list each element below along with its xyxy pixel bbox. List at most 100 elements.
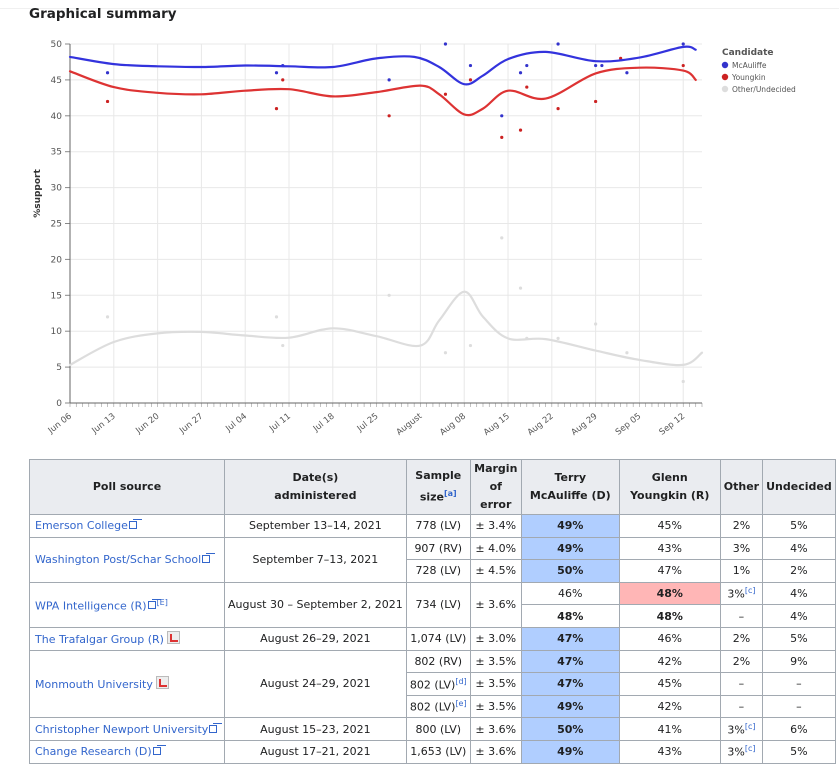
footnote-link[interactable]: [c] bbox=[744, 586, 756, 596]
x-tick-label: Aug 15 bbox=[482, 411, 512, 437]
margin-cell: ± 3.5% bbox=[469, 649, 522, 674]
legend-youngkin-swatch bbox=[721, 73, 729, 81]
header-youngkin: Glenn Youngkin (R) bbox=[618, 459, 721, 515]
youngkin-cell: 43% bbox=[618, 739, 721, 764]
footnote-link[interactable]: [d] bbox=[455, 676, 467, 686]
y-tick-label: 20 bbox=[51, 255, 63, 265]
mcauliffe-data-point bbox=[525, 63, 529, 68]
poll-source-link[interactable]: Emerson College bbox=[35, 519, 128, 533]
poll-source-link[interactable]: Washington Post/Schar School bbox=[35, 553, 202, 567]
other-cell: – bbox=[719, 694, 764, 719]
header-other-label: Other bbox=[723, 480, 760, 493]
header-dates: Date(s) administered bbox=[224, 459, 407, 515]
youngkin-cell: 43% bbox=[618, 536, 721, 561]
external-link-icon bbox=[209, 722, 219, 733]
x-tick-label: Aug 22 bbox=[526, 411, 556, 437]
other-cell: 2% bbox=[719, 649, 764, 674]
header-poll-source: Poll source bbox=[29, 459, 225, 515]
sample-size-cell: 802 (RV) bbox=[405, 649, 471, 674]
x-tick-label: Jun 27 bbox=[177, 411, 205, 436]
header-undecided-label: Undecided bbox=[766, 480, 832, 493]
poll-date-cell: August 24–29, 2021 bbox=[224, 649, 407, 719]
other-undecided-data-point bbox=[594, 322, 598, 326]
other-undecided-data-point bbox=[105, 315, 110, 319]
youngkin-data-point bbox=[468, 78, 473, 82]
undecided-cell: – bbox=[762, 672, 836, 696]
mcauliffe-data-point bbox=[600, 63, 604, 68]
undecided-cell: 6% bbox=[762, 717, 836, 741]
table-row: Emerson College September 13–14, 2021 778 … bbox=[29, 514, 836, 538]
y-tick-label: 5 bbox=[56, 363, 62, 373]
mcauliffe-data-point bbox=[443, 42, 448, 46]
undecided-cell: 2% bbox=[762, 559, 836, 583]
header-sample-line2: size bbox=[419, 490, 444, 504]
footnote-link[interactable]: [c] bbox=[744, 721, 756, 731]
footnote-link[interactable]: [e] bbox=[455, 699, 467, 709]
sample-size-cell: 802 (LV)[e] bbox=[405, 694, 471, 719]
y-tick-label: 25 bbox=[51, 220, 62, 230]
header-sample-size: Sample size[a] bbox=[405, 459, 471, 515]
other-undecided-data-point bbox=[625, 351, 629, 355]
poll-date-cell: August 15–23, 2021 bbox=[224, 717, 407, 741]
other-cell: 2% bbox=[719, 626, 764, 651]
x-tick-label: August bbox=[395, 411, 425, 438]
x-tick-label: Jul 04 bbox=[223, 411, 249, 434]
table-row: Washington Post/Schar School September 7–… bbox=[29, 536, 836, 583]
undecided-cell: 5% bbox=[762, 739, 836, 764]
y-axis-label: %support bbox=[33, 169, 43, 218]
mcauliffe-data-point bbox=[518, 71, 523, 75]
y-tick-label: 0 bbox=[56, 399, 62, 409]
external-link-icon bbox=[202, 553, 212, 564]
header-youngkin-line2: Youngkin (R) bbox=[630, 489, 710, 502]
header-poll-source-label: Poll source bbox=[92, 480, 162, 493]
sample-size-footnote-link[interactable]: [a] bbox=[444, 489, 457, 499]
x-tick-label: Jun 06 bbox=[46, 411, 74, 436]
sample-size-cell: 800 (LV) bbox=[405, 717, 471, 741]
poll-source-link[interactable]: The Trafalgar Group (R) bbox=[35, 633, 164, 647]
table-row: 802 (LV)[d] ± 3.5% 47% 45% – – bbox=[30, 672, 836, 696]
legend-other-undecided-swatch bbox=[721, 85, 729, 93]
poll-source-link[interactable]: Monmouth University bbox=[35, 678, 153, 692]
footnote-link[interactable]: [c] bbox=[744, 744, 756, 754]
youngkin-data-point bbox=[594, 99, 598, 104]
undecided-cell: 5% bbox=[762, 626, 836, 651]
mcauliffe-data-point bbox=[274, 71, 279, 75]
margin-cell: ± 3.6% bbox=[469, 581, 522, 628]
other-cell: 3%[c] bbox=[719, 739, 764, 764]
youngkin-cell: 45% bbox=[618, 514, 721, 538]
other-undecided-data-point bbox=[500, 236, 504, 240]
mcauliffe-cell: 47% bbox=[520, 626, 620, 651]
x-tick-label: Aug 29 bbox=[570, 411, 600, 437]
other-undecided-data-point bbox=[468, 343, 473, 348]
footnote-link[interactable]: [E] bbox=[156, 597, 168, 607]
other-undecided-data-point bbox=[387, 293, 391, 297]
youngkin-trend-line bbox=[68, 66, 697, 117]
y-tick-label: 15 bbox=[51, 291, 62, 301]
x-tick-label: Jul 25 bbox=[355, 411, 381, 434]
youngkin-cell: 47% bbox=[618, 559, 721, 583]
sample-size-cell: 907 (RV) bbox=[405, 536, 471, 561]
poll-source-cell: WPA Intelligence (R) [E] bbox=[29, 581, 225, 628]
poll-source-link[interactable]: Christopher Newport University bbox=[35, 722, 209, 736]
poll-source-link[interactable]: Change Research (D) bbox=[35, 745, 152, 759]
margin-cell: ± 3.6% bbox=[469, 717, 522, 741]
sample-size-cell: 728 (LV) bbox=[405, 559, 471, 583]
mcauliffe-data-point bbox=[468, 63, 473, 68]
table-body: Emerson College September 13–14, 2021 778 … bbox=[29, 514, 836, 764]
poll-source-link[interactable]: WPA Intelligence (R) bbox=[35, 599, 147, 613]
table-row: Monmouth University August 24–29, 2021 802… bbox=[29, 649, 836, 719]
poll-chart: 0 5 10 15 20 25 30 35 40 45 50 Jun 06 Jun 13 Jun 20 Ju… bbox=[28, 28, 839, 448]
mcauliffe-data-point bbox=[556, 42, 560, 46]
legend-youngkin-label: Youngkin bbox=[731, 73, 766, 82]
mcauliffe-cell: 50% bbox=[520, 717, 620, 741]
poll-source-cell: Monmouth University bbox=[29, 649, 225, 719]
table-row: Christopher Newport University August 15–… bbox=[29, 717, 836, 741]
header-youngkin-line1: Glenn bbox=[651, 471, 688, 484]
youngkin-cell: 42% bbox=[618, 649, 721, 674]
other-cell: – bbox=[719, 604, 764, 628]
youngkin-data-point bbox=[274, 107, 279, 111]
youngkin-data-point bbox=[105, 99, 110, 104]
poll-date-cell: September 13–14, 2021 bbox=[224, 514, 407, 538]
mcauliffe-cell: 50% bbox=[520, 559, 620, 583]
poll-date-cell: August 26–29, 2021 bbox=[224, 626, 407, 651]
